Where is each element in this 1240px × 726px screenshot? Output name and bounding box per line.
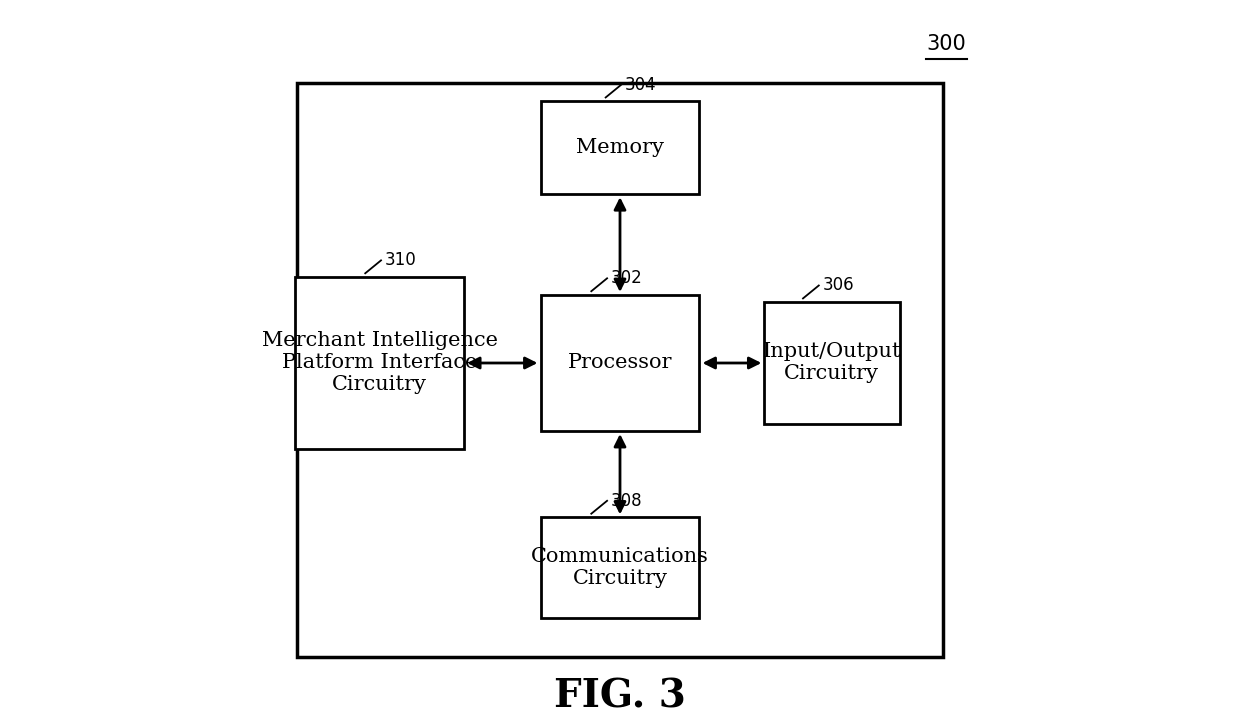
Text: Merchant Intelligence
Platform Interface
Circuitry: Merchant Intelligence Platform Interface… [262,332,497,394]
Text: Communications
Circuitry: Communications Circuitry [531,547,709,588]
Text: 302: 302 [610,269,642,287]
Text: 310: 310 [384,251,417,269]
Bar [541,295,699,431]
Text: Processor: Processor [568,354,672,372]
Text: FIG. 3: FIG. 3 [554,677,686,716]
Bar [541,518,699,618]
Text: 304: 304 [625,76,657,94]
Bar [541,101,699,195]
Text: Input/Output
Circuitry: Input/Output Circuitry [763,343,901,383]
Text: 306: 306 [822,277,854,295]
Text: Memory: Memory [577,138,663,158]
Bar [764,302,900,424]
Bar [298,83,942,657]
Text: 308: 308 [610,492,642,510]
Bar [295,277,464,449]
Text: 300: 300 [926,33,966,54]
